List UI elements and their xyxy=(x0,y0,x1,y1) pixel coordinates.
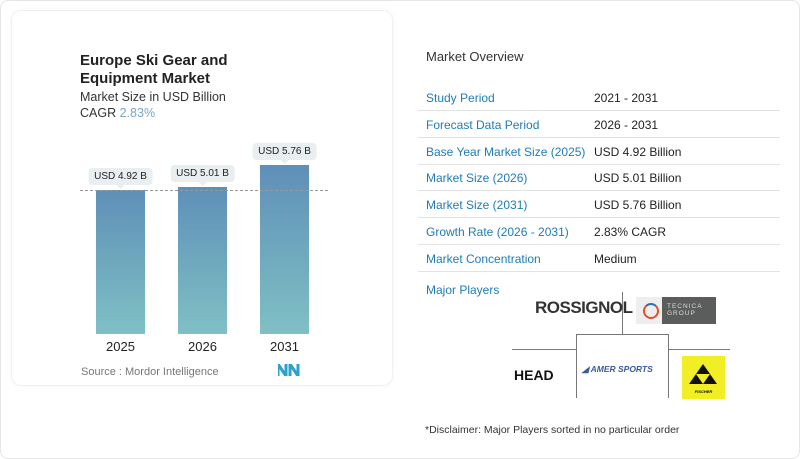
row-label: Base Year Market Size (2025) xyxy=(426,144,586,159)
row-value: Medium xyxy=(594,251,637,266)
row-value: 2.83% CAGR xyxy=(594,225,667,239)
disclaimer: *Disclaimer: Major Players sorted in no … xyxy=(425,424,680,436)
amer-text: AMER SPORTS xyxy=(590,364,653,374)
data-label: USD 4.92 B xyxy=(88,167,153,189)
logo-rossignol: ROSSIGNOL xyxy=(535,298,633,317)
cagr: CAGR 2.83% xyxy=(80,106,155,120)
cagr-label: CAGR xyxy=(80,106,117,120)
x-tick-label: 2026 xyxy=(188,339,217,354)
data-label: USD 5.76 B xyxy=(252,143,317,165)
cagr-value: 2.83% xyxy=(119,106,156,120)
row-label: Market Size (2026) xyxy=(426,171,528,186)
x-tick-label: 2025 xyxy=(106,339,135,354)
bar-2031 xyxy=(260,165,309,334)
logo-head: HEAD xyxy=(514,367,554,383)
row-value: USD 5.76 Billion xyxy=(594,198,682,213)
chart-title: Europe Ski Gear and Equipment Market xyxy=(80,52,228,87)
overview-row: Forecast Data Period 2026 - 2031 xyxy=(418,111,780,138)
bar-2025 xyxy=(96,189,145,334)
logo-amer-sports: ◢ AMER SPORTS xyxy=(582,364,653,374)
bar-2026 xyxy=(178,187,227,334)
logo-fischer: FISCHER xyxy=(682,356,725,399)
chart-subtitle: Market Size in USD Billion xyxy=(80,90,226,104)
row-value: USD 5.01 Billion xyxy=(594,171,682,186)
row-value: 2021 - 2031 xyxy=(594,91,659,105)
row-label: Forecast Data Period xyxy=(426,117,540,132)
row-label: Market Size (2031) xyxy=(426,198,528,213)
overview-row: Base Year Market Size (2025) USD 4.92 Bil… xyxy=(418,138,780,165)
major-players-title: Major Players xyxy=(426,283,500,297)
x-tick-label: 2031 xyxy=(270,339,299,354)
mordor-logo-icon xyxy=(278,364,300,376)
logo-tecnica: TECNICA GROUP xyxy=(636,297,716,324)
overview-row: Study Period 2021 - 2031 xyxy=(418,84,780,111)
row-label: Growth Rate (2026 - 2031) xyxy=(426,225,569,239)
overview-row: Growth Rate (2026 - 2031) 2.83% CAGR xyxy=(418,218,780,245)
chart-card xyxy=(11,10,393,386)
row-value: USD 4.92 Billion xyxy=(594,144,682,159)
fischer-text: FISCHER xyxy=(694,389,713,394)
row-value: 2026 - 2031 xyxy=(594,117,659,132)
tecnica-text: TECNICA GROUP xyxy=(662,297,716,324)
source: Source : Mordor Intelligence xyxy=(81,366,219,378)
logo-box xyxy=(576,334,669,398)
data-label: USD 5.01 B xyxy=(170,165,235,187)
overview-row: Market Concentration Medium xyxy=(418,245,780,272)
overview-title: Market Overview xyxy=(426,49,524,64)
reference-line xyxy=(80,190,328,191)
row-label: Market Concentration xyxy=(426,251,541,266)
row-label: Study Period xyxy=(426,91,495,105)
overview-row: Market Size (2026) USD 5.01 Billion xyxy=(418,164,780,192)
overview-row: Market Size (2031) USD 5.76 Billion xyxy=(418,191,780,219)
